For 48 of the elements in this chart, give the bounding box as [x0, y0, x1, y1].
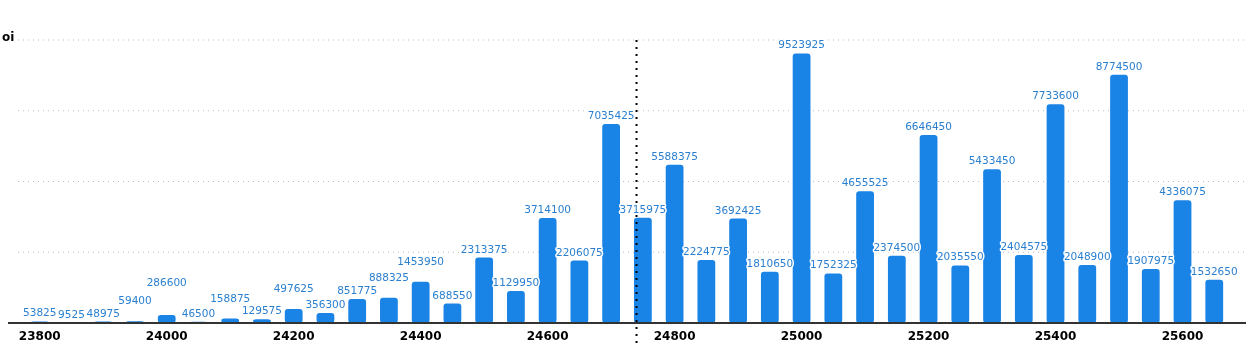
data-label: 46500	[181, 306, 216, 319]
data-label: 5588375	[651, 149, 698, 162]
data-label: 158875	[210, 291, 251, 304]
data-label: 1532650	[1190, 264, 1238, 277]
data-label: 8774500	[1095, 59, 1143, 72]
x-tick-label: 23800	[18, 329, 61, 343]
data-label: 3692425	[714, 203, 762, 216]
data-label: 2313375	[460, 242, 508, 255]
data-label: 356300	[305, 297, 346, 310]
x-tick-label: 24000	[145, 329, 188, 343]
y-axis-title: oi	[2, 30, 15, 44]
x-tick-label: 24600	[526, 329, 569, 343]
x-tick-label: 24800	[653, 329, 696, 343]
data-label: 2048900	[1063, 250, 1111, 263]
data-label: 5433450	[968, 154, 1016, 167]
data-label: 2224775	[682, 245, 730, 258]
x-tick-label: 25000	[780, 329, 823, 343]
data-label: 1810650	[746, 256, 794, 269]
data-label: 53825	[23, 306, 57, 319]
data-label: 3714100	[524, 202, 572, 215]
data-label: 286600	[146, 275, 187, 288]
data-label: 2035550	[936, 250, 984, 263]
data-label: 7035425	[587, 108, 635, 121]
data-label: 129575	[241, 304, 282, 317]
data-label: 9523925	[778, 38, 825, 51]
data-label: 3715975	[619, 202, 667, 215]
data-label: 1129950	[492, 276, 540, 289]
data-label: 9525	[58, 307, 85, 320]
data-label: 2404575	[1000, 239, 1048, 252]
data-label: 4655525	[841, 176, 889, 189]
data-label: 2374500	[873, 240, 921, 253]
data-label: 4336075	[1159, 185, 1206, 198]
data-label: 48975	[86, 306, 120, 319]
data-label: 6646450	[905, 119, 952, 132]
x-tick-label: 24400	[399, 329, 442, 343]
data-label: 1453950	[397, 254, 445, 267]
data-label: 1752325	[809, 258, 857, 271]
data-label: 7733600	[1032, 89, 1079, 102]
data-label: 497625	[273, 281, 314, 294]
data-label: 688550	[432, 288, 473, 301]
data-label: 1907975	[1127, 254, 1175, 266]
x-tick-label: 25400	[1034, 329, 1077, 343]
data-label: 59400	[118, 294, 152, 307]
data-label: 888325	[368, 270, 409, 283]
x-tick-label: 25600	[1161, 329, 1204, 343]
x-tick-label: 25200	[907, 329, 950, 343]
x-tick-label: 24200	[272, 329, 315, 343]
data-label: 851775	[337, 283, 378, 296]
